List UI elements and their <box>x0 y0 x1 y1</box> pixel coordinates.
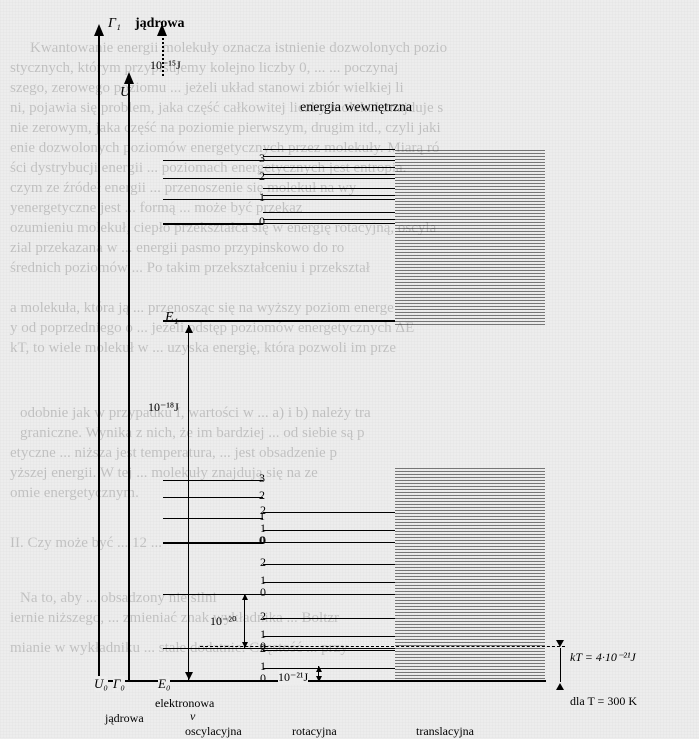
level-num: 3 <box>259 471 265 486</box>
osc-upper-3 <box>163 160 263 161</box>
rot-lower <box>263 668 395 669</box>
rot-num: 0 <box>260 585 266 600</box>
label-U0: U₀ <box>94 676 108 692</box>
kT-arrow-stem <box>560 648 561 682</box>
osc-upper-1 <box>163 199 263 200</box>
rot-upper <box>263 178 395 179</box>
label-rot: rotacyjna <box>292 724 337 739</box>
rot-upper <box>263 188 395 189</box>
rot-lower <box>263 542 395 543</box>
rot-upper <box>263 219 395 220</box>
osc-lower-2 <box>163 497 263 498</box>
rot-lower <box>263 582 395 583</box>
rot-upper <box>263 212 395 213</box>
rot-lower <box>263 512 395 513</box>
axis-U-head <box>124 72 134 84</box>
label-T300: dla T = 300 K <box>570 694 637 709</box>
label-v: v <box>190 709 195 724</box>
rot-num: 2 <box>260 555 266 570</box>
label-1e21: 10⁻²¹J <box>278 670 308 685</box>
hatch-lower <box>395 468 545 682</box>
kT-dashed <box>200 646 565 647</box>
osc-lower-3 <box>163 480 263 481</box>
rot-lower <box>263 618 395 619</box>
rot-num: 0 <box>260 533 266 548</box>
level-num: 2 <box>259 169 265 184</box>
label-trans: translacyjna <box>416 724 474 739</box>
label-energia-wewn: energia wewnętrzna <box>300 100 412 116</box>
rot-lower <box>263 650 395 651</box>
label-1e18: 10⁻¹⁸J <box>148 400 179 415</box>
level-num: 1 <box>259 190 265 205</box>
label-jadrowa-bot: jądrowa <box>105 711 144 726</box>
label-gamma1: Γ₁ <box>108 16 121 32</box>
rot-num: 0 <box>260 671 266 686</box>
diagram-root: { "canvas": { "w": 699, "h": 738, "bg": … <box>0 0 699 738</box>
label-G0: Γ₀ <box>113 676 125 692</box>
label-E0: E₀ <box>158 676 170 692</box>
rot-lower <box>263 648 395 649</box>
rot-upper <box>263 174 395 175</box>
kT-arrow-bot <box>556 683 564 690</box>
level-num: 3 <box>259 151 265 166</box>
label-elektronowa: elektronowa <box>155 696 214 711</box>
arrow-1e21 <box>318 666 319 682</box>
rot-upper <box>263 223 395 224</box>
axis-U <box>128 82 130 682</box>
rot-upper <box>263 167 395 168</box>
label-oscyl: oscylacyjna <box>185 724 242 739</box>
rot-num: 2 <box>260 641 266 656</box>
hatch-upper <box>395 148 545 325</box>
osc-lower-1 <box>163 518 263 519</box>
axis-gamma1 <box>98 34 100 682</box>
arrow-1e20 <box>244 594 245 648</box>
axis-gamma1-head <box>94 24 104 36</box>
level-num: 2 <box>259 488 265 503</box>
axis-dotted-head <box>157 24 167 36</box>
label-1e20: 10⁻²⁰ <box>210 614 237 629</box>
elec-E1 <box>163 320 395 322</box>
osc-feed-0 <box>163 542 263 543</box>
label-E1: E₁ <box>165 310 178 326</box>
level-num: 0 <box>259 214 265 229</box>
rot-lower <box>263 564 395 565</box>
rot-lower <box>263 594 395 595</box>
rot-lower <box>263 530 395 531</box>
rot-upper <box>263 149 395 150</box>
axis-dotted-top <box>162 34 164 76</box>
label-1e15: 10⁻¹⁵J <box>150 58 181 73</box>
rot-num: 2 <box>260 503 266 518</box>
rot-lower <box>263 636 395 637</box>
osc-feed-1 <box>163 594 263 595</box>
rot-num: 2 <box>260 609 266 624</box>
osc-upper-0 <box>163 223 263 225</box>
arrow-E0-E1 <box>188 325 189 680</box>
rot-upper <box>263 199 395 200</box>
osc-upper-2 <box>163 178 263 179</box>
rot-upper <box>263 156 395 157</box>
rot-upper <box>263 160 395 161</box>
rot-upper <box>263 195 395 196</box>
osc-feed-2 <box>163 648 263 649</box>
kT-arrow-top <box>556 640 564 647</box>
label-kT: kT = 4·10⁻²¹J <box>570 650 636 665</box>
